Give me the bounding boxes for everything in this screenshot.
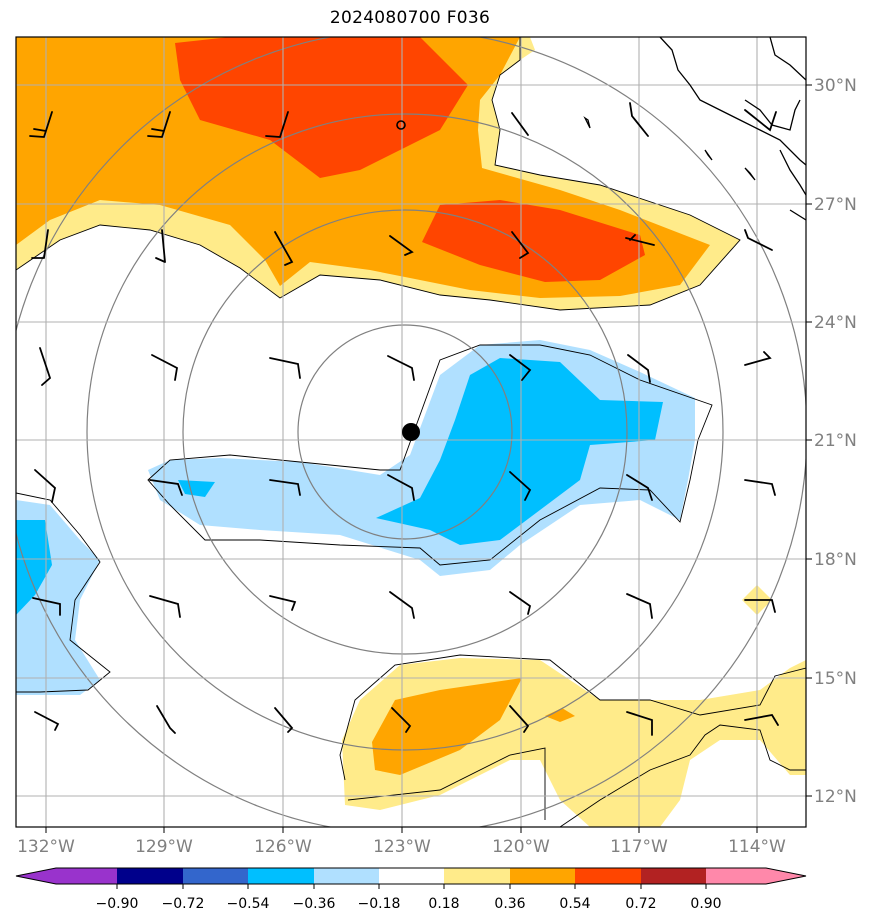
colorbar-swatch <box>16 868 117 884</box>
lon-label: 123°W <box>373 837 431 857</box>
positive-anomaly-red-north-1 <box>175 37 468 178</box>
colorbar-swatch <box>706 868 806 884</box>
colorbar-tick-label: −0.36 <box>293 896 336 912</box>
lat-label: 15°N <box>814 669 857 689</box>
colorbar-tick-label: 0.72 <box>625 896 656 912</box>
map-area <box>16 37 806 827</box>
colorbar-tick-label: 0.18 <box>428 896 459 912</box>
lat-label: 27°N <box>814 195 857 215</box>
positive-anomaly-red-north-2 <box>422 200 645 282</box>
range-rings <box>16 37 806 827</box>
colorbar-tick-label: 0.54 <box>559 896 590 912</box>
colorbar-swatch <box>248 868 314 884</box>
negative-anomaly-blue-central <box>376 358 663 545</box>
lat-label: 12°N <box>814 787 857 807</box>
negative-anomaly-blue-west <box>178 480 215 497</box>
positive-anomaly-orange-south-2 <box>545 708 575 722</box>
colorbar-swatch <box>510 868 575 884</box>
lon-label: 120°W <box>492 837 550 857</box>
negative-anomaly-blue-west-edge <box>16 520 52 615</box>
coastline <box>583 37 806 221</box>
lon-label: 117°W <box>610 837 668 857</box>
lat-label: 21°N <box>814 431 857 451</box>
longitude-labels: 132°W 129°W 126°W 123°W 120°W 117°W 114°… <box>17 837 786 857</box>
colorbar-tick-label: −0.90 <box>96 896 139 912</box>
map-border <box>15 36 807 828</box>
colorbar-swatch <box>379 868 444 884</box>
lat-label: 24°N <box>814 313 857 333</box>
north-marker-circle <box>396 120 406 130</box>
graticule <box>16 37 806 827</box>
lon-label: 114°W <box>728 837 786 857</box>
wind-barbs <box>29 102 779 736</box>
lon-label: 126°W <box>254 837 312 857</box>
colorbar-swatch <box>641 868 706 884</box>
colorbar-swatch <box>183 868 248 884</box>
colorbar-tick-label: −0.72 <box>162 896 205 912</box>
anomaly-contours <box>16 37 806 827</box>
colorbar-tick-label: −0.18 <box>358 896 401 912</box>
colorbar-swatch <box>575 868 641 884</box>
lat-label: 18°N <box>814 550 857 570</box>
axis-ticks <box>45 84 812 833</box>
colorbar-tick-label: −0.54 <box>227 896 270 912</box>
positive-anomaly-orange-south <box>372 678 522 775</box>
colorbar-swatch <box>444 868 510 884</box>
storm-center-marker <box>402 423 420 441</box>
lon-label: 132°W <box>17 837 75 857</box>
lat-label: 30°N <box>814 76 857 96</box>
colorbar-swatch <box>117 868 183 884</box>
colorbar-outline <box>15 867 807 885</box>
map-title: 2024080700 F036 <box>329 8 491 28</box>
latitude-labels: 30°N 27°N 24°N 21°N 18°N 15°N 12°N <box>814 76 857 807</box>
colorbar-tick-label: 0.36 <box>494 896 525 912</box>
colorbar-swatch <box>314 868 379 884</box>
colorbar-tick-label: 0.90 <box>690 896 721 912</box>
colorbar: −0.90 −0.72 −0.54 −0.36 −0.18 0.18 0.36 … <box>15 867 807 912</box>
lon-label: 129°W <box>135 837 193 857</box>
